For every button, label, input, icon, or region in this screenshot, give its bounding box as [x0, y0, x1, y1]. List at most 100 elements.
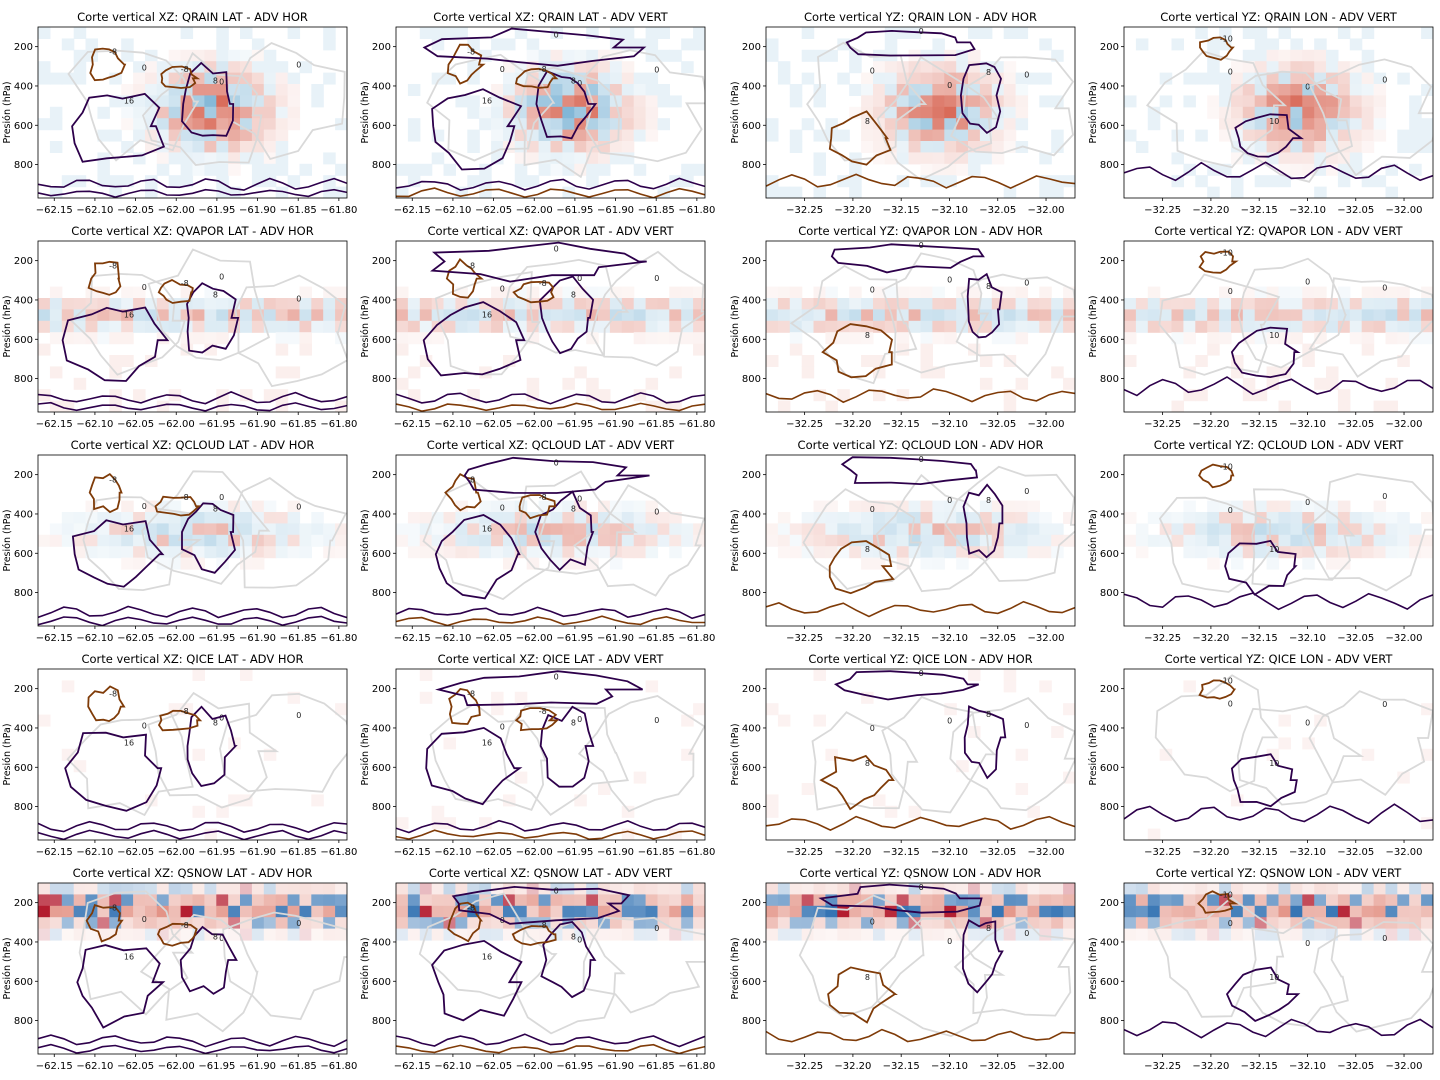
- heatmap-cell: [61, 175, 75, 188]
- contour-label: 0: [554, 244, 559, 253]
- heatmap-cell: [299, 928, 312, 941]
- contour-line: [1199, 36, 1235, 61]
- heatmap-cell: [789, 905, 803, 918]
- heatmap-cell: [1051, 523, 1064, 536]
- heatmap-cell: [932, 286, 945, 299]
- heatmap-cell: [61, 512, 75, 524]
- heatmap-cell: [491, 38, 504, 51]
- y-axis-label: Presión (hPa): [360, 295, 371, 357]
- heatmap-cell: [407, 84, 421, 96]
- contour-label: 0: [296, 61, 301, 70]
- heatmap-cell: [204, 49, 217, 62]
- heatmap-cell: [801, 118, 815, 131]
- heatmap-cell: [693, 38, 705, 51]
- y-tick-label: 600: [372, 977, 391, 988]
- heatmap-cell: [275, 917, 289, 930]
- heatmap-cell: [1361, 512, 1375, 524]
- heatmap-cell: [97, 163, 110, 176]
- heatmap-cell: [1171, 534, 1184, 547]
- heatmap-cell: [503, 72, 516, 85]
- heatmap-cell: [538, 61, 552, 74]
- heatmap-cell: [991, 905, 1005, 918]
- heatmap-cell: [1373, 400, 1387, 412]
- x-tick-label: −62.05: [475, 419, 512, 430]
- heatmap-cell: [562, 534, 575, 547]
- x-tick-label: −62.00: [516, 419, 553, 430]
- heatmap-cell: [979, 27, 993, 39]
- heatmap-cell: [1242, 61, 1256, 74]
- heatmap-cell: [1207, 546, 1220, 559]
- heatmap-cell: [1124, 129, 1137, 142]
- heatmap-cell: [1326, 49, 1339, 62]
- heatmap-cell: [1063, 703, 1075, 716]
- heatmap-cell: [1003, 332, 1017, 345]
- heatmap-cell: [1063, 286, 1075, 299]
- x-tick-label: −61.80: [678, 847, 715, 858]
- heatmap-cell: [657, 883, 670, 895]
- heatmap-cell: [944, 152, 957, 165]
- y-tick-label: 200: [14, 470, 33, 481]
- heatmap-cell: [287, 500, 301, 513]
- heatmap-cell: [633, 95, 647, 108]
- subplot-title: Corte vertical YZ: QRAIN LON - ADV HOR: [804, 10, 1037, 24]
- heatmap-cell: [49, 883, 63, 895]
- heatmap-cell: [1159, 72, 1173, 85]
- heatmap-cell: [873, 61, 886, 74]
- heatmap-cell: [192, 106, 205, 119]
- heatmap-cell: [73, 72, 87, 85]
- heatmap-cell: [669, 286, 682, 299]
- contour-line: [818, 883, 983, 914]
- heatmap-cell: [1003, 894, 1017, 907]
- heatmap-cell: [598, 534, 611, 547]
- heatmap-cell: [407, 534, 421, 547]
- contour-label: 8: [213, 718, 218, 727]
- y-tick-label: 600: [1100, 121, 1119, 132]
- heatmap-cell: [61, 298, 75, 310]
- heatmap-cell: [873, 84, 886, 96]
- heatmap-cell: [1254, 905, 1268, 918]
- contour-line: [1236, 705, 1365, 806]
- x-tick-label: −32.20: [834, 419, 871, 430]
- heatmap-cell: [49, 917, 63, 930]
- heatmap-cell: [645, 883, 659, 895]
- heatmap-cell: [479, 534, 492, 547]
- heatmap-cell: [121, 894, 134, 907]
- heatmap-cell: [299, 343, 312, 356]
- heatmap-cell: [896, 894, 910, 907]
- heatmap-cell: [621, 298, 635, 310]
- heatmap-cell: [503, 500, 516, 513]
- heatmap-cell: [263, 49, 277, 62]
- contour-line: [1308, 58, 1433, 177]
- heatmap-cell: [1219, 883, 1232, 895]
- heatmap-cell: [562, 512, 575, 524]
- heatmap-cell: [49, 928, 63, 941]
- heatmap-cell: [216, 141, 229, 153]
- heatmap-cell: [240, 106, 253, 119]
- heatmap-cell: [1195, 389, 1208, 402]
- heatmap-cell: [1314, 186, 1327, 198]
- heatmap-cell: [216, 61, 229, 74]
- heatmap-cell: [1231, 928, 1244, 941]
- heatmap-cell: [1349, 95, 1363, 108]
- heatmap-cell: [109, 129, 122, 142]
- heatmap-cell: [1266, 500, 1280, 513]
- x-tick-label: −32.10: [1289, 1061, 1326, 1072]
- heatmap-cell: [645, 95, 659, 108]
- heatmap-cell: [1373, 534, 1387, 547]
- y-tick-label: 200: [14, 42, 33, 53]
- heatmap-cell: [825, 500, 838, 513]
- contour-label: 0: [1305, 83, 1310, 92]
- heatmap-cell: [1183, 95, 1196, 108]
- heatmap-cell: [240, 894, 253, 907]
- heatmap-cell: [1039, 883, 1052, 895]
- heatmap-cell: [1278, 72, 1291, 85]
- contour-line: [181, 61, 235, 137]
- heatmap-cell: [562, 546, 575, 559]
- contour-line: [830, 243, 985, 274]
- x-tick-label: −62.05: [117, 419, 154, 430]
- heatmap-cell: [1051, 366, 1064, 379]
- contour-label: -8: [109, 47, 117, 56]
- x-tick-label: −32.25: [1144, 847, 1181, 858]
- heatmap-cell: [968, 309, 981, 322]
